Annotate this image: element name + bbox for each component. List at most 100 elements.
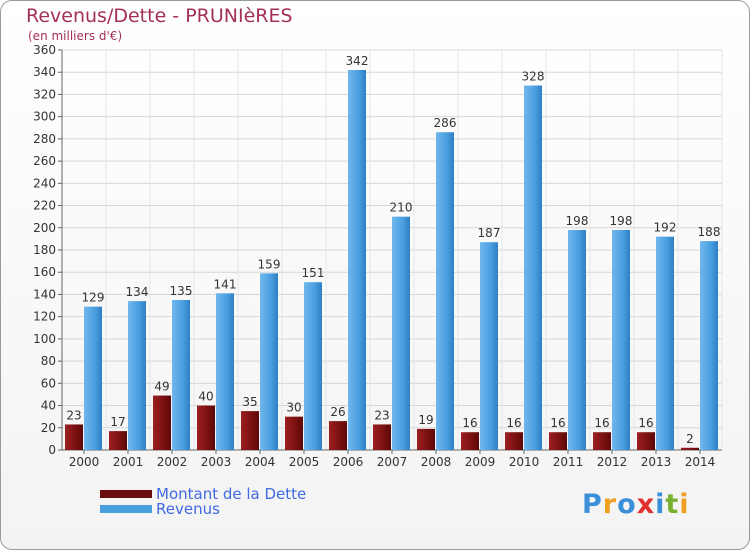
bar-revenus <box>612 230 630 450</box>
bar-revenus <box>524 85 542 451</box>
x-tick-label: 2007 <box>377 455 408 469</box>
data-label-revenus: 187 <box>478 226 501 240</box>
bar-debt <box>373 424 391 450</box>
data-label-debt: 16 <box>506 416 521 430</box>
data-label-debt: 23 <box>66 408 81 422</box>
bar-debt <box>593 432 611 450</box>
bar-revenus <box>568 230 586 450</box>
data-label-debt: 16 <box>550 416 565 430</box>
y-tick-label: 240 <box>33 176 56 190</box>
logo-letter: i <box>655 489 666 520</box>
logo-letter: o <box>617 489 637 520</box>
data-label-debt: 16 <box>638 416 653 430</box>
data-label-debt: 40 <box>198 390 213 404</box>
y-tick-label: 180 <box>33 243 56 257</box>
x-tick-label: 2013 <box>641 455 672 469</box>
y-tick-label: 360 <box>33 43 56 57</box>
data-label-revenus: 141 <box>214 277 237 291</box>
data-label-debt: 23 <box>374 408 389 422</box>
legend-label-revenus: Revenus <box>156 499 220 518</box>
bar-revenus <box>436 132 454 450</box>
bar-debt <box>109 431 127 450</box>
chart-subtitle: (en milliers d'€) <box>28 29 123 43</box>
bar-debt <box>461 432 479 450</box>
axes: 0 20 40 60 80 100 120 140 160 180 200 220 240 260 280 3… <box>33 43 722 469</box>
data-label-revenus: 134 <box>126 285 149 299</box>
y-tick-label: 200 <box>33 221 56 235</box>
legend-label-debt: Montant de la Dette <box>156 484 307 503</box>
y-tick-label: 120 <box>33 310 56 324</box>
y-tick-label: 160 <box>33 265 56 279</box>
logo-letter: r <box>602 489 618 520</box>
x-tick-label: 2008 <box>421 455 452 469</box>
y-tick-label: 340 <box>33 65 56 79</box>
data-label-debt: 49 <box>154 380 169 394</box>
bar-debt <box>549 432 567 450</box>
y-tick-label: 220 <box>33 199 56 213</box>
bar-debt <box>285 416 303 450</box>
chart-title: Revenus/Dette - PRUNIèRES <box>26 5 293 27</box>
y-tick-label: 300 <box>33 110 56 124</box>
data-label-debt: 17 <box>110 415 125 429</box>
bar-revenus <box>84 306 102 450</box>
logo-letter: P <box>582 489 603 520</box>
x-tick-label: 2005 <box>289 455 320 469</box>
logo-letter: t <box>665 489 680 520</box>
bar-debt <box>637 432 655 450</box>
bar-revenus <box>172 300 190 450</box>
bar-revenus <box>700 241 718 450</box>
x-tick-label: 2014 <box>685 455 716 469</box>
data-label-revenus: 135 <box>170 284 193 298</box>
y-tick-label: 140 <box>33 287 56 301</box>
y-tick-label: 0 <box>48 443 56 457</box>
x-tick-label: 2002 <box>157 455 188 469</box>
y-tick-label: 260 <box>33 154 56 168</box>
logo-letter: x <box>636 489 656 520</box>
bar-revenus <box>480 242 498 450</box>
data-label-debt: 16 <box>594 416 609 430</box>
y-tick-label: 60 <box>41 376 56 390</box>
bar-debt <box>417 428 435 450</box>
bar-debt <box>241 411 259 450</box>
bar-debt <box>197 405 215 450</box>
data-label-debt: 26 <box>330 405 345 419</box>
legend-swatch-revenus <box>100 504 152 513</box>
logo-letter: i <box>679 489 690 520</box>
y-tick-label: 280 <box>33 132 56 146</box>
legend-item-debt: Montant de la Dette <box>100 484 307 503</box>
proxiti-logo: Proxiti <box>582 489 690 520</box>
bar-debt <box>681 447 699 450</box>
data-label-revenus: 198 <box>610 214 633 228</box>
data-label-revenus: 328 <box>522 70 545 84</box>
data-label-revenus: 151 <box>302 266 325 280</box>
bar-debt <box>505 432 523 450</box>
data-label-revenus: 210 <box>390 201 413 215</box>
bar-revenus <box>304 282 322 450</box>
y-tick-label: 80 <box>41 354 56 368</box>
y-tick-label: 100 <box>33 332 56 346</box>
bars <box>65 70 718 451</box>
bar-revenus <box>260 273 278 450</box>
bar-debt <box>153 395 171 450</box>
data-labels: 23 129 17 134 49 135 40 141 35 159 30 151 26 342 23 210… <box>66 54 720 446</box>
bar-revenus <box>348 70 366 450</box>
data-label-revenus: 192 <box>654 221 677 235</box>
x-tick-label: 2012 <box>597 455 628 469</box>
legend-swatch-debt <box>100 489 152 498</box>
x-tick-label: 2011 <box>553 455 584 469</box>
data-label-debt: 2 <box>686 432 694 446</box>
x-tick-label: 2003 <box>201 455 232 469</box>
x-tick-label: 2006 <box>333 455 364 469</box>
x-tick-label: 2001 <box>113 455 144 469</box>
data-label-debt: 16 <box>462 416 477 430</box>
bar-revenus <box>216 293 234 450</box>
bar-revenus <box>392 216 410 450</box>
data-label-revenus: 188 <box>698 225 721 239</box>
y-tick-label: 20 <box>41 421 56 435</box>
data-label-revenus: 159 <box>258 257 281 271</box>
legend: Montant de la Dette Revenus <box>100 484 307 518</box>
y-tick-label: 320 <box>33 87 56 101</box>
data-label-revenus: 342 <box>346 54 369 68</box>
x-tick-label: 2010 <box>509 455 540 469</box>
